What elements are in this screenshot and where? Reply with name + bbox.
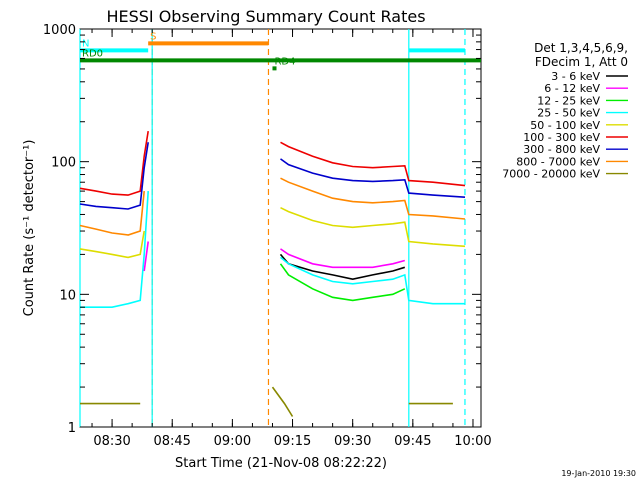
y-tick-label-3: 1000: [43, 23, 76, 38]
axes-layer: 08:30 08:45 09:00 09:15 09:30 09:45 10:00 1 10 10…: [43, 23, 492, 449]
legend-label-8: 7000 - 20000 keV: [502, 168, 600, 181]
y-tick-label-0: 1: [68, 421, 76, 436]
series-line-7-1: [280, 177, 466, 220]
series-line-3-1: [280, 256, 465, 305]
x-tick-label-1: 08:45: [153, 434, 190, 449]
y-tick-label-2: 100: [51, 156, 76, 171]
series-line-3-0: [80, 191, 149, 309]
legend-label-2: 12 - 25 keV: [537, 94, 600, 107]
series-line-6-0: [79, 142, 149, 210]
legend-label-4: 50 - 100 keV: [530, 119, 600, 132]
series-line-1-0: [143, 241, 149, 272]
x-tick-label-6: 10:00: [454, 434, 491, 449]
x-tick-label-4: 09:30: [334, 434, 371, 449]
flag-label-0: S: [150, 31, 156, 42]
legend-header-line-2: FDecim 1, Att 0: [535, 55, 628, 69]
chart-title: HESSI Observing Summary Count Rates: [106, 7, 425, 26]
series-line-1-1: [280, 248, 406, 269]
flag-label-3: RD0: [82, 48, 103, 59]
legend-label-7: 800 - 7000 keV: [516, 155, 600, 168]
flag-label-1: N: [82, 38, 89, 49]
series-line-8-1: [271, 386, 294, 417]
x-tick-label-2: 09:00: [214, 434, 251, 449]
x-tick-label-5: 09:45: [394, 434, 431, 449]
legend-label-5: 100 - 300 keV: [523, 131, 600, 144]
y-tick-label-1: 10: [59, 288, 76, 303]
series-line-6-1: [280, 158, 466, 198]
series-line-5-0: [79, 130, 149, 196]
series-line-7-0: [79, 191, 145, 236]
footer-date: 19-Jan-2010 19:30: [561, 469, 636, 478]
legend-label-6: 300 - 800 keV: [523, 143, 600, 156]
legend-label-3: 25 - 50 keV: [537, 107, 600, 120]
flag-label-4: RD4: [274, 56, 295, 67]
series-line-2-0: [279, 263, 406, 302]
series-line-4-1: [280, 206, 466, 248]
y-axis-label: Count Rate (s⁻¹ detector⁻¹): [22, 140, 37, 317]
x-tick-label-0: 08:30: [93, 434, 130, 449]
legend-label-0: 3 - 6 keV: [551, 70, 600, 83]
x-tick-label-3: 09:15: [274, 434, 311, 449]
series-line-5-1: [280, 141, 466, 187]
legend-label-1: 6 - 12 keV: [544, 82, 600, 95]
series-line-4-0: [79, 230, 145, 259]
x-axis-label: Start Time (21-Nov-08 08:22:22): [175, 456, 387, 471]
legend-header-line-1: Det 1,3,4,5,6,9,: [534, 41, 628, 55]
